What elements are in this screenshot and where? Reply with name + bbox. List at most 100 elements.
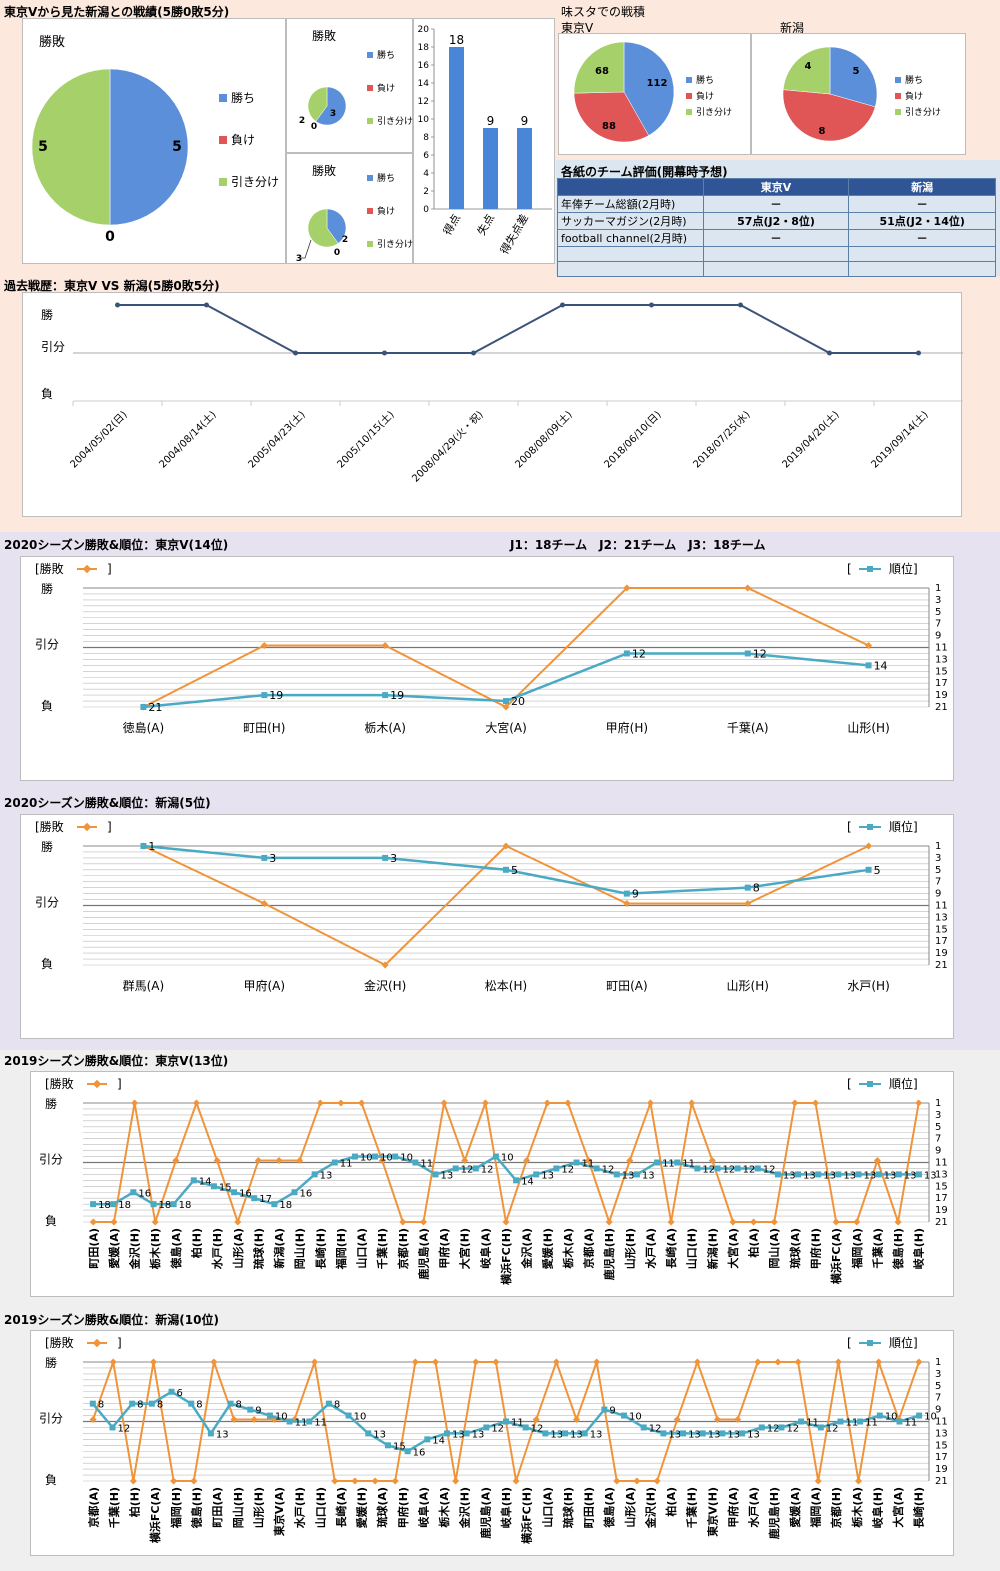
history-ylabel-0: 勝 [41, 307, 53, 322]
rank-tick-0: 1 [935, 583, 941, 594]
main-pie-slice-2 [31, 68, 111, 226]
rank-label-37: 12 [826, 1423, 839, 1434]
rank-point-40 [895, 1171, 902, 1178]
xlabel-30: 新潟(H) [705, 1228, 719, 1269]
xlabel-9: 新潟(A) [272, 1228, 286, 1269]
rank-tick-2: 5 [935, 607, 941, 618]
rank-label-21: 14 [521, 1176, 534, 1187]
rank-point-21 [503, 1418, 509, 1425]
bar-2 [517, 128, 532, 209]
result-point-36 [832, 1218, 840, 1226]
rank-tick-10: 21 [935, 1217, 948, 1228]
rank-label-1: 18 [118, 1200, 131, 1211]
result-point-26 [613, 1477, 621, 1485]
bar-tick-label-3: 6 [423, 151, 429, 161]
xlabel-22: 山口(A) [540, 1487, 554, 1528]
main-pie-label: 勝敗 [39, 35, 66, 50]
xlabel-5: 山形(H) [727, 979, 769, 993]
rank-label-24: 11 [582, 1159, 595, 1170]
xlabel-16: 岐阜(A) [416, 1487, 430, 1528]
history-point-1 [204, 302, 209, 308]
legend-result-marker [82, 564, 92, 574]
eval-cell [848, 246, 996, 262]
xlabel-31: 大宮(A) [726, 1228, 740, 1269]
xlabel-37: 福岡(A) [850, 1228, 864, 1270]
xlabel-9: 東京V(A) [272, 1487, 286, 1536]
result-point-16 [411, 1358, 419, 1366]
rank-label-10: 16 [300, 1188, 313, 1199]
rank-point-22 [522, 1424, 529, 1431]
xlabel-39: 大宮(A) [891, 1487, 905, 1528]
result-point-39 [875, 1358, 883, 1366]
eval-cell [702, 261, 850, 277]
rank-label-9: 10 [275, 1412, 288, 1423]
ajista-niigata-value-2: 4 [805, 61, 812, 72]
rank-point-17 [432, 1171, 439, 1178]
rank-tick-3: 7 [935, 1134, 941, 1145]
xlabel-19: 岐阜(A) [478, 1228, 492, 1269]
rank-label-20: 10 [501, 1153, 514, 1164]
rank-point-25 [581, 1430, 588, 1437]
legend-rank-marker [867, 1340, 873, 1346]
result-ylabel-0: 勝 [45, 1355, 57, 1370]
rank-tick-0: 1 [935, 1357, 941, 1368]
rank-label-35: 12 [786, 1423, 799, 1434]
xlabel-4: 甲府(H) [606, 720, 648, 735]
result-ylabel-1: 引分 [39, 1153, 63, 1167]
xlabel-35: 福岡(A) [809, 1487, 823, 1529]
xlabel-29: 山口(H) [685, 1228, 699, 1269]
result-point-34 [791, 1099, 799, 1107]
eval-cell [557, 246, 704, 262]
rank-label-40: 13 [904, 1170, 917, 1181]
rank-point-37 [817, 1424, 824, 1431]
xlabel-4: 徳島(A) [169, 1228, 183, 1270]
legend-rank-open: [ [847, 1077, 852, 1091]
legend-result-close: ] [117, 1336, 122, 1350]
small-pie-1-slice-0 [315, 86, 347, 126]
small-pie-2-legend-swatch-1 [367, 208, 373, 214]
result-ylabel-1: 引分 [39, 1412, 63, 1426]
result-ylabel-2: 負 [41, 957, 53, 971]
rank-point-1 [261, 692, 268, 699]
rank-label-30: 12 [702, 1164, 715, 1175]
xlabel-18: 大宮(H) [458, 1228, 472, 1269]
rank-tick-0: 1 [935, 841, 941, 852]
rank-label-13: 10 [354, 1412, 367, 1423]
rank-label-0: 21 [148, 701, 162, 714]
result-ylabel-2: 負 [41, 699, 53, 713]
result-point-4 [623, 899, 631, 908]
result-point-2 [381, 961, 389, 969]
rank-point-19 [463, 1430, 470, 1437]
xlabel-24: 京都(A) [582, 1228, 596, 1269]
history-xlabel-5: 2008/08/09(土) [512, 408, 575, 471]
rank-point-30 [680, 1430, 687, 1437]
history-xlabel-0: 2004/05/02(日) [68, 409, 129, 470]
ajista-niigata-slice-2 [782, 46, 831, 95]
rank-label-39: 11 [865, 1418, 878, 1429]
result-point-6 [865, 842, 873, 850]
xlabel-7: 山形(A) [231, 1228, 245, 1269]
rank-point-34 [758, 1424, 765, 1431]
rank-tick-4: 9 [935, 1146, 941, 1157]
main-pie-value-0: 5 [172, 139, 182, 155]
result-ylabel-1: 引分 [35, 896, 59, 910]
rank-point-28 [654, 1159, 661, 1166]
result-point-5 [744, 899, 752, 908]
xlabel-38: 千葉(A) [870, 1228, 884, 1269]
xlabel-10: 水戸(H) [293, 1487, 307, 1528]
rank-point-13 [351, 1153, 358, 1160]
rank-tick-6: 13 [935, 1428, 948, 1439]
rank-label-20: 12 [491, 1423, 504, 1434]
result-ylabel-0: 勝 [41, 839, 53, 854]
goals-bar-panel: 0 2 4 6 8 10 12 14 16 18 20 18 得点 9 失点 9 得失点差 [413, 18, 555, 264]
small-pie-1-legend-label-2: 引き分け [377, 116, 413, 127]
rank-point-36 [798, 1418, 805, 1425]
result-ylabel-1: 引分 [35, 638, 59, 652]
xlabel-31: 甲府(A) [726, 1487, 740, 1528]
eval-cell: football channel(2月時) [557, 229, 704, 247]
rank-label-26: 13 [622, 1170, 635, 1181]
rank-label-3: 20 [511, 695, 525, 708]
ajista-tokyo-legend-label-0: 勝ち [696, 74, 714, 86]
